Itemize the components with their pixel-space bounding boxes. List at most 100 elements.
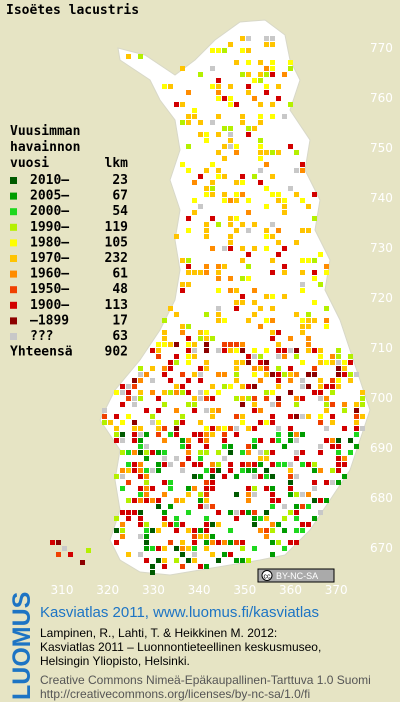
occurrence-square bbox=[306, 348, 311, 353]
occurrence-square bbox=[282, 348, 287, 353]
occurrence-square bbox=[252, 300, 257, 305]
occurrence-square bbox=[120, 486, 125, 491]
occurrence-square bbox=[132, 384, 137, 389]
occurrence-square bbox=[138, 390, 143, 395]
legend-count: 119 bbox=[105, 220, 128, 235]
occurrence-square bbox=[222, 174, 227, 179]
occurrence-square bbox=[138, 378, 143, 383]
occurrence-square bbox=[336, 450, 341, 455]
occurrence-square bbox=[354, 432, 359, 437]
occurrence-square bbox=[204, 192, 209, 197]
occurrence-square bbox=[162, 558, 167, 563]
occurrence-square bbox=[270, 258, 275, 263]
occurrence-square bbox=[138, 462, 143, 467]
occurrence-square bbox=[318, 252, 323, 257]
occurrence-square bbox=[126, 384, 131, 389]
occurrence-square bbox=[126, 468, 131, 473]
occurrence-square bbox=[198, 456, 203, 461]
occurrence-square bbox=[102, 414, 107, 419]
occurrence-square bbox=[162, 546, 167, 551]
occurrence-square bbox=[156, 498, 161, 503]
occurrence-square bbox=[222, 342, 227, 347]
occurrence-square bbox=[192, 342, 197, 347]
occurrence-square bbox=[222, 432, 227, 437]
occurrence-square bbox=[198, 336, 203, 341]
occurrence-square bbox=[246, 384, 251, 389]
occurrence-square bbox=[132, 402, 137, 407]
occurrence-square bbox=[294, 240, 299, 245]
occurrence-square bbox=[162, 330, 167, 335]
occurrence-square bbox=[288, 474, 293, 479]
occurrence-square bbox=[288, 468, 293, 473]
occurrence-square bbox=[258, 420, 263, 425]
occurrence-square bbox=[264, 486, 269, 491]
occurrence-square bbox=[210, 384, 215, 389]
occurrence-square bbox=[114, 426, 119, 431]
occurrence-square bbox=[252, 312, 257, 317]
occurrence-square bbox=[252, 354, 257, 359]
occurrence-square bbox=[240, 348, 245, 353]
occurrence-square bbox=[258, 72, 263, 77]
occurrence-square bbox=[192, 558, 197, 563]
occurrence-square bbox=[330, 420, 335, 425]
legend-swatch bbox=[10, 301, 17, 309]
occurrence-square bbox=[264, 450, 269, 455]
occurrence-square bbox=[270, 402, 275, 407]
occurrence-square bbox=[294, 414, 299, 419]
occurrence-square bbox=[246, 228, 251, 233]
occurrence-square bbox=[186, 354, 191, 359]
occurrence-square bbox=[62, 546, 67, 551]
occurrence-square bbox=[288, 348, 293, 353]
occurrence-square bbox=[246, 450, 251, 455]
occurrence-square bbox=[108, 420, 113, 425]
occurrence-square bbox=[234, 216, 239, 221]
legend-swatch bbox=[10, 255, 17, 262]
occurrence-square bbox=[300, 282, 305, 287]
occurrence-square bbox=[204, 228, 209, 233]
occurrence-square bbox=[240, 420, 245, 425]
occurrence-square bbox=[168, 84, 173, 89]
legend-count: 48 bbox=[112, 282, 128, 297]
y-axis-label: 730 bbox=[370, 241, 393, 255]
occurrence-square bbox=[180, 330, 185, 335]
occurrence-square bbox=[198, 534, 203, 539]
occurrence-square bbox=[246, 198, 251, 203]
occurrence-square bbox=[270, 150, 275, 155]
occurrence-square bbox=[246, 354, 251, 359]
occurrence-square bbox=[174, 312, 179, 317]
occurrence-square bbox=[216, 132, 221, 137]
legend-label: 1960– bbox=[30, 267, 69, 282]
occurrence-square bbox=[156, 426, 161, 431]
occurrence-square bbox=[132, 432, 137, 437]
occurrence-square bbox=[270, 438, 275, 443]
occurrence-square bbox=[252, 222, 257, 227]
occurrence-square bbox=[282, 246, 287, 251]
occurrence-square bbox=[252, 174, 257, 179]
brand: LUOMUS bbox=[8, 592, 36, 700]
occurrence-square bbox=[168, 462, 173, 467]
occurrence-square bbox=[186, 120, 191, 125]
occurrence-square bbox=[276, 96, 281, 101]
occurrence-square bbox=[126, 450, 131, 455]
occurrence-square bbox=[120, 402, 125, 407]
occurrence-square bbox=[144, 546, 149, 551]
occurrence-square bbox=[288, 186, 293, 191]
occurrence-square bbox=[324, 324, 329, 329]
occurrence-square bbox=[270, 528, 275, 533]
occurrence-square bbox=[156, 342, 161, 347]
occurrence-square bbox=[288, 486, 293, 491]
occurrence-square bbox=[180, 372, 185, 377]
occurrence-square bbox=[228, 132, 233, 137]
occurrence-square bbox=[294, 540, 299, 545]
occurrence-square bbox=[210, 504, 215, 509]
occurrence-square bbox=[288, 366, 293, 371]
occurrence-square bbox=[210, 468, 215, 473]
occurrence-square bbox=[156, 432, 161, 437]
occurrence-square bbox=[270, 498, 275, 503]
occurrence-square bbox=[306, 318, 311, 323]
occurrence-square bbox=[306, 522, 311, 527]
occurrence-square bbox=[294, 168, 299, 173]
occurrence-square bbox=[180, 546, 185, 551]
occurrence-square bbox=[282, 270, 287, 275]
occurrence-square bbox=[246, 264, 251, 269]
